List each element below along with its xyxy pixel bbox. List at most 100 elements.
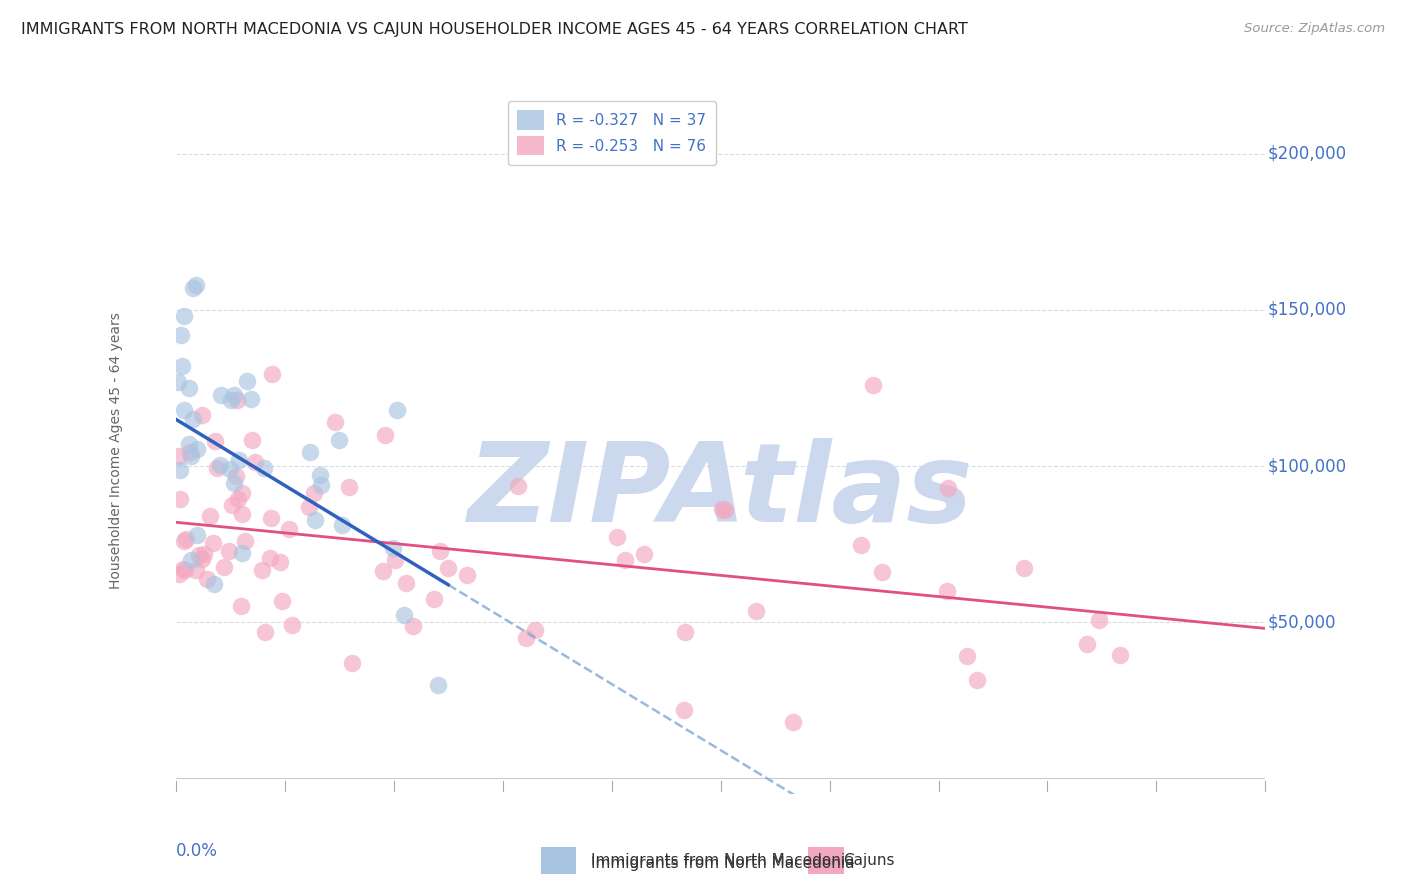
Point [169,463,191,477]
Point [395,576,418,591]
Point [298,500,321,515]
Point [711,501,734,516]
Point [277,522,299,536]
Point [309,478,332,492]
Point [179,444,201,458]
Text: Immigrants from North Macedonia: Immigrants from North Macedonia [591,854,853,868]
Point [385,402,408,417]
Point [966,673,988,688]
Point [938,481,960,495]
Point [181,281,204,295]
Point [371,564,394,578]
Point [436,561,458,575]
Point [259,550,281,565]
Point [198,508,221,523]
Point [269,555,291,569]
Point [222,388,245,402]
Text: IMMIGRANTS FROM NORTH MACEDONIA VS CAJUN HOUSEHOLDER INCOME AGES 45 - 64 YEARS C: IMMIGRANTS FROM NORTH MACEDONIA VS CAJUN… [21,22,967,37]
Point [280,617,302,632]
Point [204,434,226,449]
Point [186,527,208,541]
Point [456,567,478,582]
Point [191,408,214,422]
Point [218,543,240,558]
Point [254,625,277,640]
Point [169,449,191,463]
Point [188,548,211,562]
Point [1109,648,1132,663]
Point [328,434,350,448]
Point [515,631,537,645]
Point [422,592,444,607]
Text: $100,000: $100,000 [1268,457,1347,475]
Text: Cajuns: Cajuns [844,854,896,868]
Point [228,453,250,467]
Point [191,552,214,566]
Point [197,572,219,586]
Point [219,392,242,407]
Point [524,623,547,637]
Text: $150,000: $150,000 [1268,301,1347,319]
Point [225,393,247,408]
Text: Immigrants from North Macedonia: Immigrants from North Macedonia [591,856,853,871]
Point [936,584,959,599]
Text: Householder Income Ages 45 - 64 years: Householder Income Ages 45 - 64 years [108,312,122,589]
Point [173,403,195,417]
Point [231,508,253,522]
Point [239,392,262,407]
Point [172,561,194,575]
Point [170,359,193,373]
Point [202,577,225,591]
Point [745,604,768,618]
Point [229,599,252,613]
Point [209,387,232,401]
Point [426,678,449,692]
Point [402,619,425,633]
Point [271,594,294,608]
Text: $50,000: $50,000 [1268,613,1336,632]
Legend: R = -0.327   N = 37, R = -0.253   N = 76: R = -0.327 N = 37, R = -0.253 N = 76 [508,101,716,165]
Point [240,433,263,447]
Point [339,480,361,494]
Point [304,513,326,527]
Point [302,486,325,500]
Point [298,445,321,459]
Point [219,462,242,476]
Point [173,309,195,323]
Point [174,532,197,546]
Text: 0.0%: 0.0% [176,842,218,860]
Point [429,544,451,558]
Point [186,442,208,457]
Point [614,553,637,567]
Point [235,374,257,388]
Point [381,541,404,556]
Point [224,476,246,491]
Point [180,552,202,566]
Point [330,518,353,533]
Point [384,553,406,567]
Point [166,375,188,389]
Text: ZIPAtlas: ZIPAtlas [468,438,973,545]
Point [870,565,893,579]
Point [374,428,396,442]
Point [508,479,530,493]
Point [181,412,204,426]
Point [1014,560,1036,574]
Point [782,715,804,730]
Point [243,455,266,469]
Point [606,530,628,544]
Point [214,559,236,574]
Point [225,469,247,483]
Point [673,703,696,717]
Point [252,563,274,577]
Point [179,436,201,450]
Point [173,533,195,548]
Point [228,491,250,506]
Point [174,563,197,577]
Point [862,378,884,392]
Point [1088,614,1111,628]
Point [340,656,363,670]
Point [323,415,346,429]
Point [392,608,415,623]
Text: $200,000: $200,000 [1268,145,1347,163]
